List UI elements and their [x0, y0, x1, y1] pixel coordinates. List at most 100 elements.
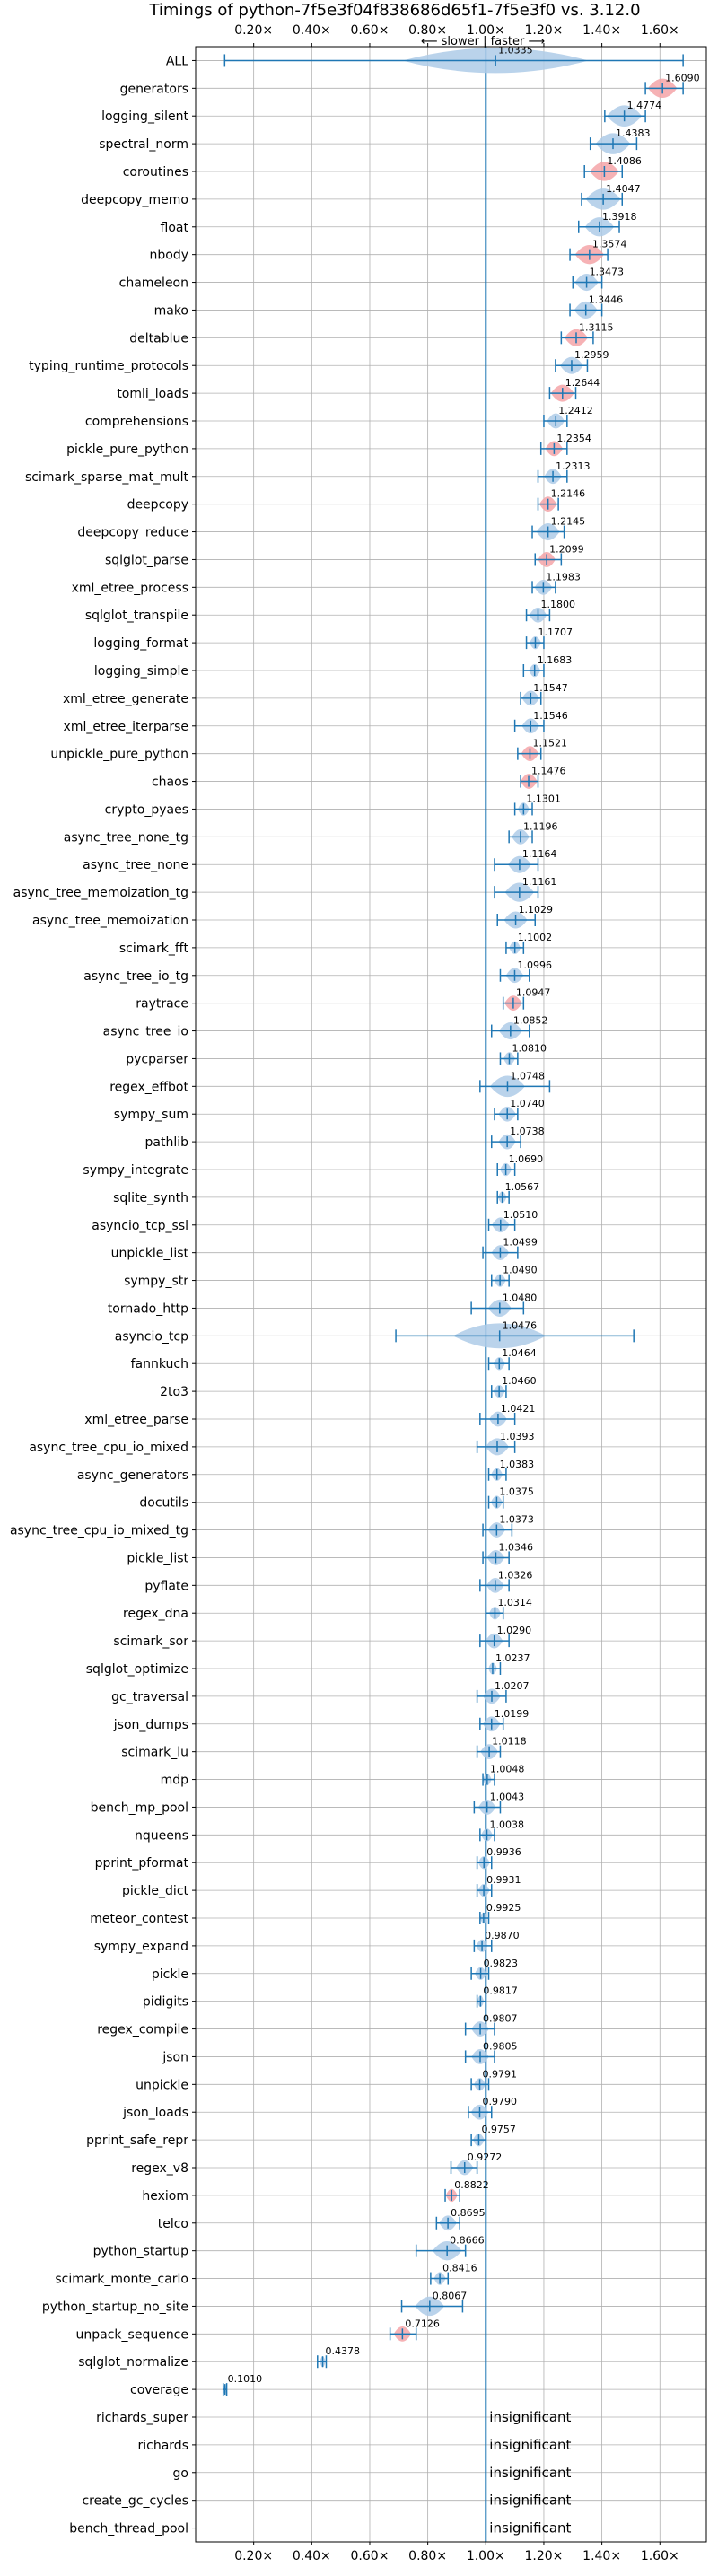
benchmark-label: xml_etree_generate	[63, 692, 188, 706]
benchmark-label: regex_effbot	[109, 1080, 188, 1094]
value-label: 1.0326	[498, 1569, 533, 1581]
value-label: 1.2354	[556, 433, 591, 444]
value-label: 1.1547	[533, 682, 568, 694]
violin	[483, 1774, 495, 1786]
benchmark-label: unpack_sequence	[76, 2327, 188, 2342]
value-label: 0.9790	[483, 2096, 518, 2107]
benchmark-label: json	[162, 2050, 188, 2064]
benchmark-label: sqlite_synth	[113, 1191, 188, 1205]
value-label: 1.1161	[522, 876, 557, 888]
violin	[486, 1662, 500, 1675]
x-tick-label-top: 1.40×	[582, 23, 621, 38]
value-label: 1.3918	[602, 211, 637, 223]
value-label: 0.9823	[484, 1958, 519, 1969]
benchmark-label: async_tree_cpu_io_mixed	[29, 1441, 188, 1455]
x-tick-label-bottom: 1.00×	[467, 2549, 505, 2563]
x-tick-label-bottom: 0.60×	[351, 2549, 390, 2563]
benchmark-label: scimark_lu	[121, 1746, 188, 1760]
benchmark-label: bench_thread_pool	[69, 2522, 188, 2537]
benchmark-label: unpickle_pure_python	[50, 748, 188, 762]
benchmark-label: fannkuch	[131, 1357, 188, 1371]
benchmark-label: pickle_dict	[122, 1884, 189, 1898]
benchmark-label: deepcopy	[127, 498, 188, 513]
value-label: 1.1164	[522, 848, 557, 860]
benchmark-label: async_generators	[77, 1468, 188, 1483]
benchmark-label: regex_v8	[131, 2161, 188, 2176]
benchmark-label: sqlglot_transpile	[85, 609, 188, 623]
value-label: 0.9870	[485, 1930, 520, 1941]
value-label: 1.1683	[538, 654, 573, 666]
benchmark-label: pickle	[152, 1967, 188, 1982]
value-label: 1.0118	[492, 1736, 527, 1748]
value-label: 0.8416	[442, 2263, 477, 2274]
x-tick-label-top: 1.00×	[467, 23, 505, 38]
benchmark-label: comprehensions	[85, 415, 188, 429]
value-label: 1.0314	[497, 1597, 532, 1608]
benchmark-label: unpickle	[136, 2078, 188, 2092]
value-label: 1.0421	[501, 1403, 536, 1415]
benchmark-label: sqlglot_optimize	[86, 1662, 188, 1677]
benchmark-label: tomli_loads	[117, 387, 188, 401]
value-label: 1.1002	[518, 932, 553, 943]
value-label: 1.1301	[526, 793, 561, 804]
benchmark-label: nqueens	[135, 1828, 188, 1843]
benchmark-label: richards_super	[96, 2411, 188, 2425]
value-label: 1.4086	[607, 155, 642, 167]
violin	[480, 1912, 489, 1924]
value-label: 1.0567	[505, 1181, 540, 1193]
value-label: 1.2959	[574, 349, 609, 361]
benchmark-label: sympy_integrate	[83, 1163, 188, 1178]
value-label: 1.0690	[509, 1153, 544, 1165]
benchmark-label: richards	[138, 2439, 189, 2453]
value-label: 1.1983	[546, 571, 581, 583]
value-label: 1.0460	[502, 1375, 537, 1387]
value-label: 1.1521	[532, 738, 567, 749]
insignificant-label: insignificant	[489, 2493, 571, 2509]
benchmark-label: async_tree_memoization	[32, 914, 188, 928]
value-label: 1.0207	[495, 1680, 530, 1692]
benchmark-label: sympy_sum	[114, 1108, 188, 1122]
violin	[497, 1191, 509, 1204]
benchmark-label: go	[173, 2466, 188, 2481]
insignificant-label: insignificant	[489, 2465, 571, 2481]
value-label: 1.0048	[490, 1764, 525, 1775]
violin	[224, 48, 683, 74]
value-label: 1.2145	[551, 516, 586, 528]
insignificant-label: insignificant	[489, 2437, 571, 2453]
benchmark-label: deepcopy_memo	[81, 193, 188, 207]
benchmark-label: regex_compile	[97, 2023, 188, 2037]
value-label: 0.8067	[433, 2290, 468, 2301]
benchmark-label: 2to3	[160, 1385, 188, 1399]
value-label: 0.9925	[486, 1902, 521, 1914]
value-label: 0.9936	[486, 1846, 521, 1858]
violin	[477, 1995, 486, 2008]
value-label: 1.2313	[556, 460, 591, 472]
value-label: 0.9272	[468, 2151, 503, 2163]
benchmark-label: pathlib	[145, 1135, 189, 1150]
benchmark-label: pprint_safe_repr	[86, 2134, 188, 2148]
value-label: 1.3115	[579, 321, 614, 333]
benchmark-label: xml_etree_process	[72, 581, 188, 595]
value-label: 1.0043	[490, 1791, 525, 1802]
value-label: 1.0738	[510, 1126, 545, 1137]
value-label: 1.0038	[490, 1818, 525, 1830]
benchmark-label: create_gc_cycles	[82, 2494, 188, 2509]
value-label: 1.2644	[565, 377, 600, 389]
x-tick-label-top: 1.20×	[525, 23, 564, 38]
value-label: 1.0748	[510, 1070, 545, 1082]
violin	[223, 2383, 227, 2396]
value-label: 1.1800	[540, 599, 575, 610]
value-label: 1.0996	[517, 959, 552, 971]
value-label: 1.0810	[512, 1042, 547, 1054]
value-label: 1.0346	[498, 1541, 533, 1553]
value-label: 1.0383	[500, 1459, 535, 1470]
value-label: 1.0393	[500, 1431, 535, 1442]
value-label: 1.0476	[503, 1319, 538, 1331]
value-label: 1.4774	[627, 100, 662, 111]
value-label: 1.6090	[665, 72, 700, 83]
value-label: 0.9757	[481, 2124, 516, 2135]
value-label: 0.9817	[483, 1985, 518, 1997]
benchmark-label: generators	[120, 82, 188, 96]
value-label: 1.1196	[523, 820, 558, 832]
